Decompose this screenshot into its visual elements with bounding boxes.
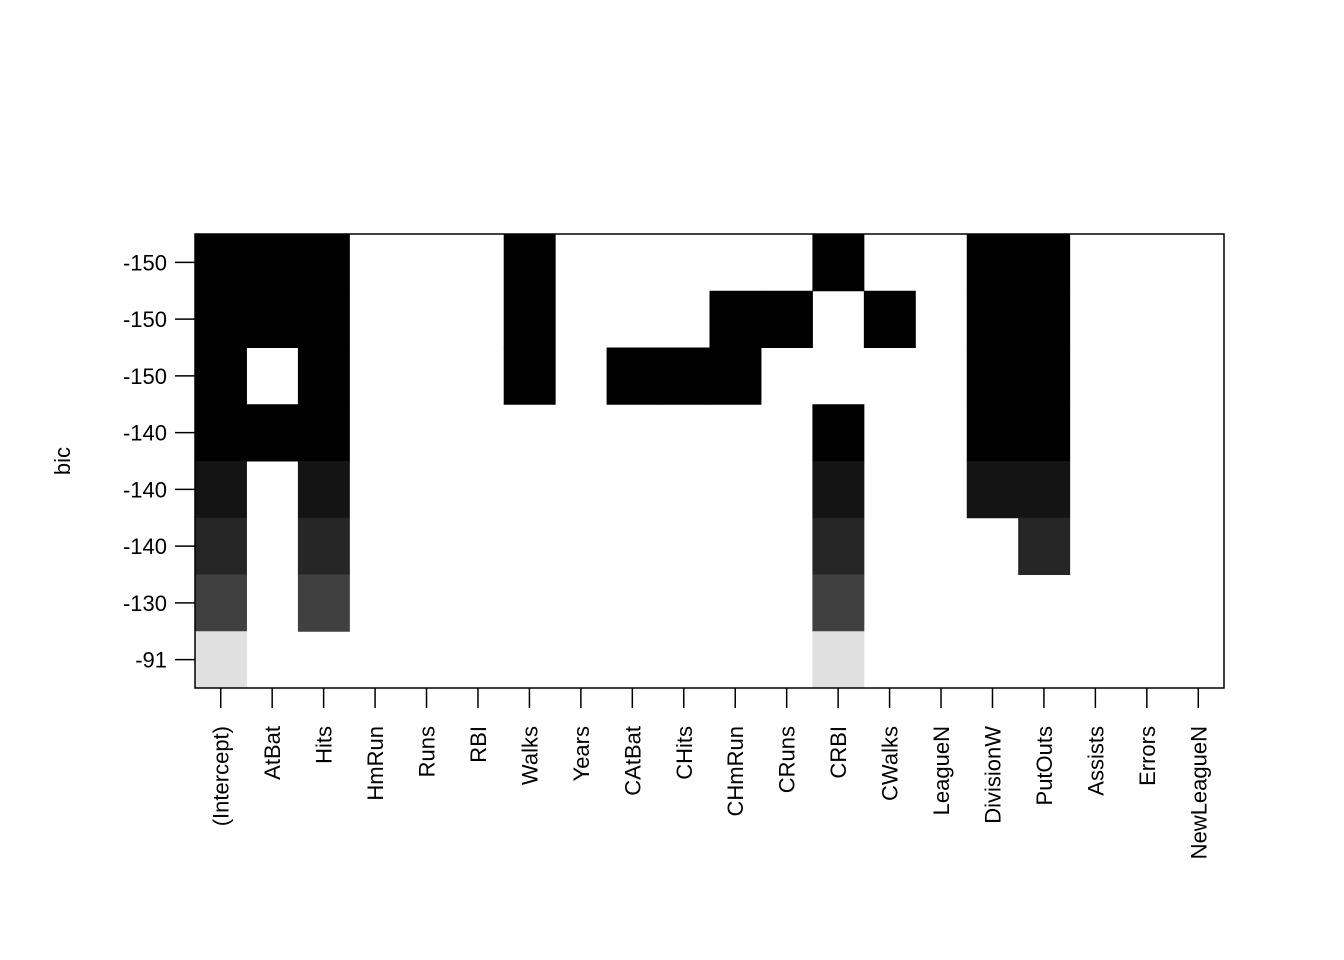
heatmap-cell <box>1018 347 1071 405</box>
heatmap-cell <box>812 517 865 575</box>
y-axis-label: bic <box>50 447 75 475</box>
x-tick-label: LeagueN <box>929 726 954 815</box>
heatmap-cell <box>297 574 350 632</box>
heatmap-cell <box>658 347 710 405</box>
heatmap-cell <box>966 347 1019 405</box>
heatmap-cell <box>1018 517 1071 575</box>
heatmap-cell <box>1018 461 1071 519</box>
heatmap-cell <box>709 347 762 405</box>
plot-frame <box>194 233 1225 689</box>
y-tick-label: -150 <box>123 250 167 275</box>
y-tick-label: -91 <box>135 648 167 673</box>
x-tick-label: CAtBat <box>620 726 645 796</box>
x-tick-label: DivisionW <box>980 726 1005 824</box>
x-axis: (Intercept) AtBat Hits HmRun Runs RBI Walks Yea… <box>209 688 1211 859</box>
heatmap-cell <box>297 234 350 292</box>
heatmap-cells <box>195 234 1071 689</box>
heatmap-cell <box>1018 404 1071 462</box>
heatmap-cell <box>297 517 350 575</box>
heatmap-cell <box>812 461 865 519</box>
heatmap-cell <box>812 631 865 689</box>
heatmap-cell <box>195 234 247 292</box>
x-tick-label: HmRun <box>363 726 388 801</box>
x-tick-label: AtBat <box>260 726 285 780</box>
y-tick-label: -140 <box>123 477 167 502</box>
y-axis: -150 -150 -150 -140 -140 -140 -130 -91 <box>123 250 195 673</box>
x-tick-label: CHits <box>672 726 697 780</box>
heatmap-cell <box>297 461 350 519</box>
y-tick-label: -150 <box>123 307 167 332</box>
x-tick-label: PutOuts <box>1032 726 1057 805</box>
heatmap-cell <box>246 404 299 462</box>
heatmap-cell <box>246 290 299 348</box>
x-tick-label: Walks <box>517 726 542 785</box>
heatmap-cell <box>709 290 762 348</box>
heatmap-cell <box>812 404 865 462</box>
y-tick-label: -130 <box>123 591 167 616</box>
heatmap-cell <box>503 290 556 348</box>
heatmap-cell <box>1018 234 1071 292</box>
heatmap-cell <box>966 234 1019 292</box>
y-tick-label: -140 <box>123 534 167 559</box>
x-tick-label: CHmRun <box>723 726 748 816</box>
x-tick-label: CRuns <box>775 726 800 793</box>
x-tick-label: Errors <box>1135 726 1160 786</box>
x-tick-label: RBI <box>466 726 491 763</box>
x-tick-label: Years <box>569 726 594 781</box>
heatmap-cell <box>1018 290 1071 348</box>
heatmap-cell <box>297 404 350 462</box>
heatmap-cell <box>503 347 556 405</box>
heatmap-cell <box>195 404 247 462</box>
heatmap-cell <box>966 461 1019 519</box>
heatmap-cell <box>246 234 299 292</box>
heatmap-cell <box>760 290 813 348</box>
x-tick-label: Assists <box>1083 726 1108 796</box>
heatmap-cell <box>195 631 247 689</box>
heatmap-cell <box>812 574 865 632</box>
heatmap-cell <box>297 347 350 405</box>
heatmap-cell <box>966 290 1019 348</box>
x-tick-label: CRBI <box>826 726 851 779</box>
heatmap-cell <box>195 347 247 405</box>
x-tick-label: CWalks <box>878 726 903 801</box>
heatmap-cell <box>195 461 247 519</box>
heatmap-cell <box>195 574 247 632</box>
heatmap-cell <box>195 517 247 575</box>
heatmap-cell <box>195 290 247 348</box>
heatmap-cell <box>812 234 865 292</box>
heatmap-cell <box>503 234 556 292</box>
y-tick-label: -140 <box>123 421 167 446</box>
heatmap-cell <box>966 404 1019 462</box>
x-tick-label: Runs <box>415 726 440 777</box>
heatmap-cell <box>606 347 659 405</box>
y-tick-label: -150 <box>123 364 167 389</box>
x-tick-label: Hits <box>312 726 337 764</box>
heatmap-cell <box>297 290 350 348</box>
x-tick-label: NewLeagueN <box>1186 726 1211 859</box>
x-tick-label: (Intercept) <box>209 726 234 826</box>
heatmap-cell <box>863 290 916 348</box>
